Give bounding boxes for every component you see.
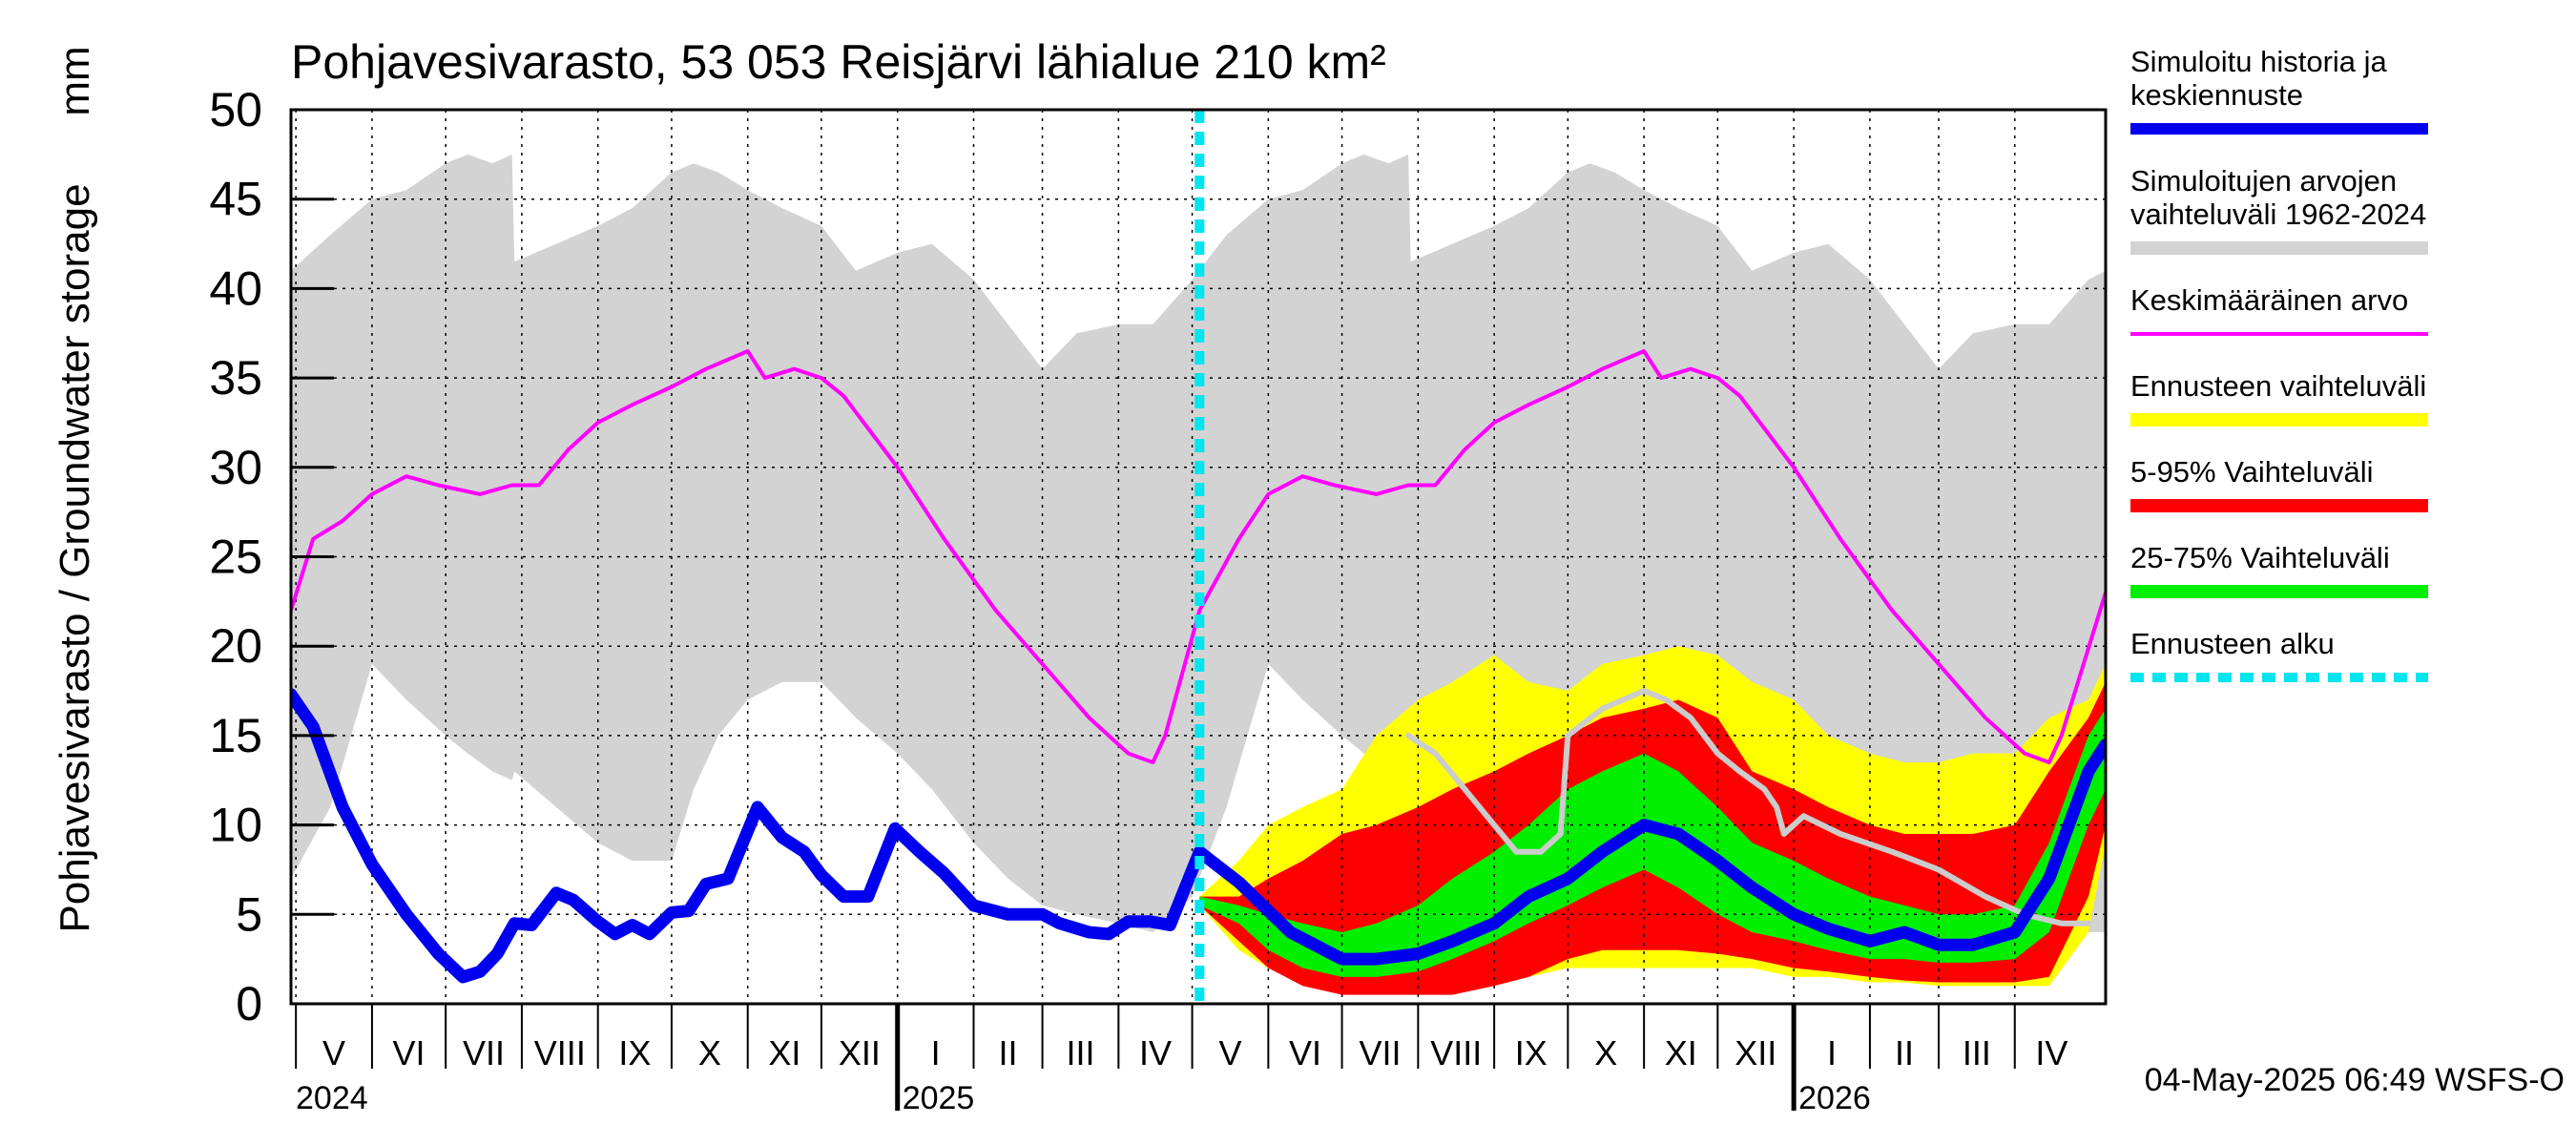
y-tick-label: 50 [209,83,262,136]
month-label: V [1218,1033,1241,1072]
year-label: 2024 [296,1080,368,1116]
y-axis-unit: mm [52,46,98,115]
band-layer [291,154,2106,995]
legend-label: Keskimääräinen arvo [2130,283,2408,317]
y-tick-label: 40 [209,261,262,315]
line-layer [291,110,2106,1004]
month-label: VIII [1430,1033,1482,1072]
legend-label: Simuloitujen arvojen [2130,164,2397,198]
month-label: X [698,1033,721,1072]
band-series-5 [1199,708,2106,977]
year-label: 2025 [903,1080,975,1116]
month-label: IX [1515,1033,1548,1072]
month-label: II [999,1033,1018,1072]
year-label: 2026 [1798,1080,1871,1116]
month-label: I [1827,1033,1837,1072]
legend-label: keskiennuste [2130,78,2303,112]
chart-title: Pohjavesivarasto, 53 053 Reisjärvi lähia… [291,35,1386,89]
y-tick-label: 20 [209,619,262,673]
month-label: VII [1359,1033,1401,1072]
y-tick-label: 35 [209,351,262,405]
month-label: IX [618,1033,651,1072]
month-label: IV [1139,1033,1172,1072]
month-label: X [1594,1033,1617,1072]
legend-label: vaihteluväli 1962-2024 [2130,198,2426,231]
y-tick-label: 5 [236,887,262,941]
y-tick-label: 25 [209,531,262,584]
month-label: VI [1289,1033,1321,1072]
month-label: IV [2035,1033,2067,1072]
timestamp-label: 04-May-2025 06:49 WSFS-O [2145,1062,2565,1098]
month-label: XII [1735,1033,1776,1072]
month-label: VIII [534,1033,586,1072]
legend-label: Ennusteen vaihteluväli [2130,369,2426,403]
y-tick-label: 45 [209,173,262,226]
line-series-2 [291,349,2106,764]
band-series-1 [291,154,2106,932]
month-label: VI [393,1033,426,1072]
y-tick-label: 30 [209,441,262,494]
month-label: XI [768,1033,800,1072]
legend-label: Ennusteen alku [2130,627,2335,660]
month-label: V [322,1033,345,1072]
line-series-7 [1405,688,2091,926]
month-label: XII [839,1033,881,1072]
y-tick-label: 15 [209,709,262,762]
month-label: III [1066,1033,1094,1072]
y-tick-label: 0 [236,977,262,1030]
month-label: II [1895,1033,1914,1072]
month-label: XI [1665,1033,1697,1072]
legend-label: 5-95% Vaihteluväli [2130,455,2373,489]
month-label: III [1963,1033,1991,1072]
month-label: VII [463,1033,505,1072]
month-label: I [931,1033,941,1072]
legend-label: Simuloitu historia ja [2130,45,2388,78]
line-series-0 [291,688,2106,984]
y-axis-label: Pohjavesivarasto / Groundwater storage [52,183,98,932]
y-tick-label: 10 [209,799,262,852]
legend-label: 25-75% Vaihteluväli [2130,541,2390,574]
